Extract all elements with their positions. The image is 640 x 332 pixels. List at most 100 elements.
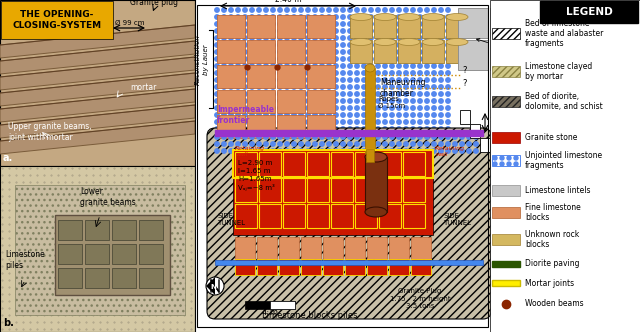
Circle shape	[236, 64, 240, 68]
Circle shape	[507, 156, 511, 160]
Circle shape	[250, 85, 254, 89]
Circle shape	[355, 99, 359, 103]
Circle shape	[327, 113, 332, 117]
Circle shape	[376, 29, 380, 33]
Text: Fine limestone
blocks: Fine limestone blocks	[525, 203, 580, 222]
Circle shape	[432, 106, 436, 110]
Circle shape	[236, 120, 240, 124]
Bar	[492, 28, 520, 39]
Circle shape	[432, 92, 436, 96]
Circle shape	[376, 142, 380, 146]
Bar	[307, 90, 335, 113]
Text: Limestone
piles: Limestone piles	[5, 250, 45, 270]
Circle shape	[306, 135, 310, 139]
Bar	[217, 65, 245, 88]
Circle shape	[355, 43, 359, 47]
Circle shape	[285, 15, 289, 19]
Bar	[492, 96, 520, 107]
Circle shape	[432, 113, 436, 117]
Circle shape	[257, 99, 261, 103]
Circle shape	[397, 43, 401, 47]
Bar	[301, 259, 321, 275]
Circle shape	[439, 135, 443, 139]
Circle shape	[306, 50, 310, 54]
Circle shape	[404, 50, 408, 54]
Circle shape	[341, 149, 345, 153]
Circle shape	[306, 106, 310, 110]
Ellipse shape	[398, 39, 420, 45]
Circle shape	[306, 71, 310, 75]
Circle shape	[306, 92, 310, 96]
Circle shape	[425, 113, 429, 117]
Bar	[492, 261, 520, 267]
Circle shape	[271, 106, 275, 110]
Circle shape	[299, 64, 303, 68]
Circle shape	[327, 142, 332, 146]
Bar	[15, 185, 185, 315]
Polygon shape	[0, 57, 195, 90]
Circle shape	[285, 113, 289, 117]
Circle shape	[369, 22, 373, 26]
Circle shape	[362, 120, 366, 124]
Text: Reconstitution
by Lauer: Reconstitution by Lauer	[195, 35, 209, 85]
Circle shape	[439, 78, 443, 82]
Circle shape	[383, 85, 387, 89]
Circle shape	[257, 64, 261, 68]
Circle shape	[236, 99, 240, 103]
Bar	[331, 178, 353, 202]
Circle shape	[362, 64, 366, 68]
Circle shape	[257, 142, 261, 146]
Bar	[58, 268, 82, 288]
Circle shape	[222, 8, 226, 12]
Bar	[403, 204, 425, 228]
Circle shape	[229, 113, 233, 117]
Circle shape	[327, 149, 332, 153]
Circle shape	[327, 106, 332, 110]
Circle shape	[271, 71, 275, 75]
Bar	[257, 259, 277, 275]
Circle shape	[493, 156, 497, 160]
Circle shape	[313, 142, 317, 146]
Circle shape	[243, 85, 247, 89]
Circle shape	[355, 135, 359, 139]
Circle shape	[341, 8, 345, 12]
Bar	[245, 301, 295, 309]
Circle shape	[355, 15, 359, 19]
Circle shape	[376, 99, 380, 103]
Circle shape	[299, 142, 303, 146]
Circle shape	[362, 15, 366, 19]
Bar	[331, 204, 353, 228]
Circle shape	[334, 113, 338, 117]
Circle shape	[383, 43, 387, 47]
Bar	[355, 204, 377, 228]
Circle shape	[334, 127, 338, 131]
Circle shape	[369, 71, 373, 75]
Circle shape	[369, 92, 373, 96]
Circle shape	[362, 43, 366, 47]
Circle shape	[215, 149, 219, 153]
Bar	[374, 15, 396, 38]
Bar	[307, 178, 329, 202]
Bar	[301, 237, 321, 259]
Circle shape	[285, 43, 289, 47]
Bar	[233, 150, 433, 178]
Circle shape	[432, 127, 436, 131]
Circle shape	[418, 135, 422, 139]
Circle shape	[271, 22, 275, 26]
Circle shape	[383, 15, 387, 19]
Circle shape	[453, 135, 457, 139]
Circle shape	[348, 64, 352, 68]
Circle shape	[390, 92, 394, 96]
Circle shape	[236, 50, 240, 54]
Bar	[403, 152, 425, 176]
Circle shape	[292, 120, 296, 124]
Circle shape	[383, 99, 387, 103]
Circle shape	[425, 64, 429, 68]
Bar	[374, 40, 396, 63]
Circle shape	[264, 36, 268, 40]
Circle shape	[432, 22, 436, 26]
Circle shape	[306, 149, 310, 153]
Circle shape	[425, 36, 429, 40]
Bar	[283, 204, 305, 228]
Circle shape	[397, 78, 401, 82]
